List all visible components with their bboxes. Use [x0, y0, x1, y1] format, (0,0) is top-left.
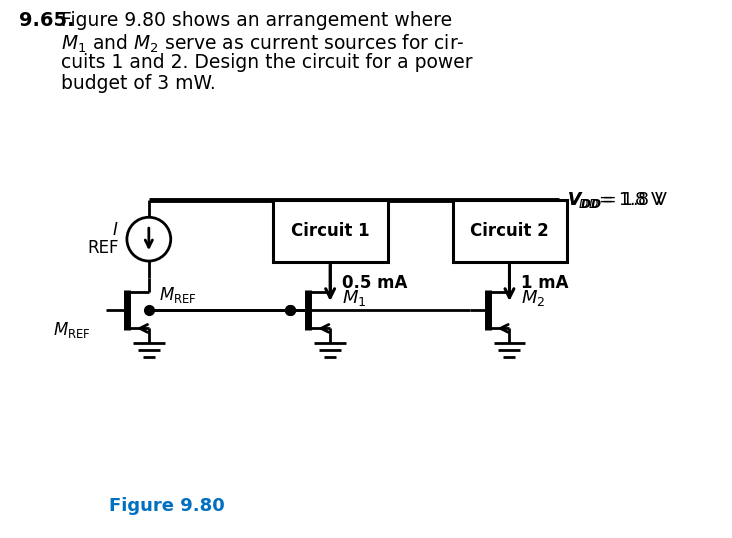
Text: 9.65.: 9.65.: [19, 11, 75, 30]
Text: Circuit 2: Circuit 2: [470, 222, 549, 240]
Text: $M_1$: $M_1$: [342, 288, 367, 308]
Text: cuits 1 and 2. Design the circuit for a power: cuits 1 and 2. Design the circuit for a …: [61, 53, 473, 72]
Text: Circuit 1: Circuit 1: [291, 222, 370, 240]
Bar: [273, 200, 388, 262]
Text: $M_2$: $M_2$: [521, 288, 545, 308]
Bar: [452, 200, 567, 262]
Text: $\mathit{V}_{DD}$= 1.8 V: $\mathit{V}_{DD}$= 1.8 V: [567, 190, 665, 210]
Text: budget of 3 mW.: budget of 3 mW.: [61, 74, 216, 93]
Text: $M_\mathrm{REF}$: $M_\mathrm{REF}$: [159, 285, 196, 305]
Text: 0.5 mA: 0.5 mA: [342, 274, 408, 292]
Text: $\bfit{V}_{DD}$= 1.8 V: $\bfit{V}_{DD}$= 1.8 V: [567, 190, 668, 210]
Text: $\mathit{I}$
REF: $\mathit{I}$ REF: [87, 221, 119, 257]
Text: $M_\mathrm{REF}$: $M_\mathrm{REF}$: [53, 320, 91, 340]
Text: Figure 9.80 shows an arrangement where: Figure 9.80 shows an arrangement where: [61, 11, 452, 30]
Text: Figure 9.80: Figure 9.80: [109, 497, 225, 515]
Text: 1 mA: 1 mA: [521, 274, 569, 292]
Text: $M_1$ and $M_2$ serve as current sources for cir-: $M_1$ and $M_2$ serve as current sources…: [61, 32, 465, 54]
